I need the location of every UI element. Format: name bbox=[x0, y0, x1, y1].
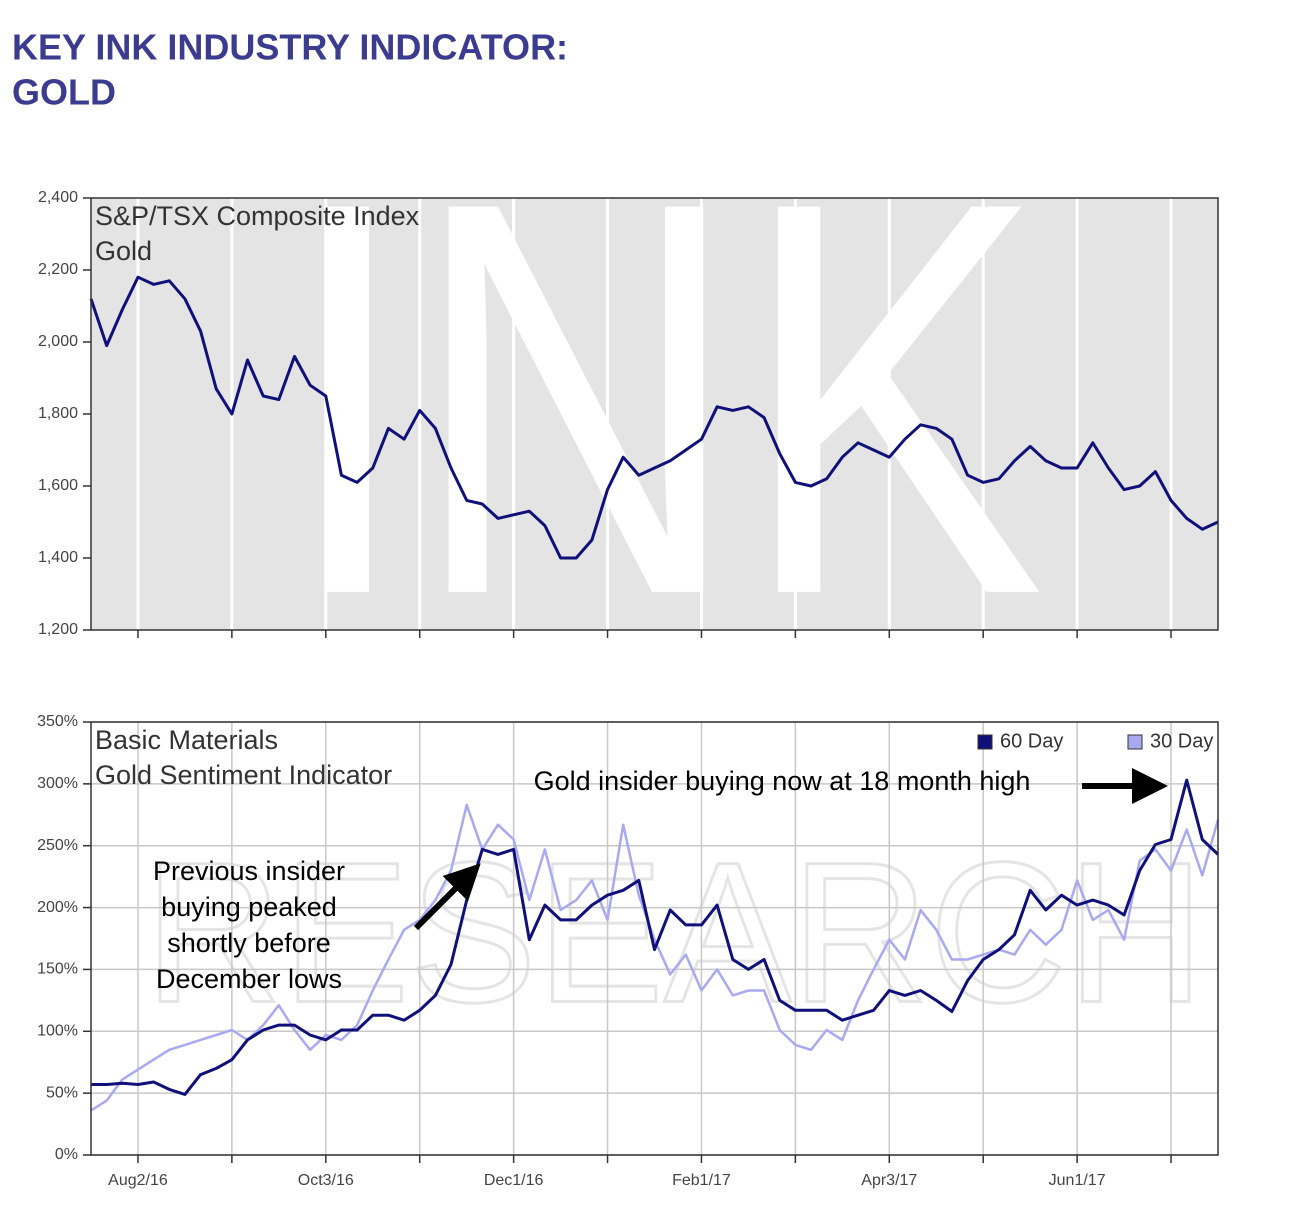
chart-title: S&P/TSX Composite Index bbox=[95, 201, 420, 231]
legend-swatch bbox=[1127, 734, 1143, 750]
chart-subtitle: Gold Sentiment Indicator bbox=[95, 760, 392, 790]
y-tick-label: 50% bbox=[46, 1084, 78, 1101]
x-tick-label: Feb1/17 bbox=[672, 1172, 731, 1189]
legend-swatch bbox=[977, 734, 993, 750]
page-title: KEY INK INDUSTRY INDICATOR: bbox=[12, 27, 568, 68]
y-tick-label: 350% bbox=[37, 713, 78, 730]
arrow bbox=[413, 863, 481, 931]
y-tick-label: 300% bbox=[37, 775, 78, 792]
chart-subtitle: Gold bbox=[95, 236, 152, 266]
plot-frame bbox=[90, 197, 1219, 631]
legend-label: 60 Day bbox=[1000, 730, 1063, 752]
y-tick-label: 200% bbox=[37, 899, 78, 916]
plot-frame bbox=[90, 721, 1219, 1156]
y-tick-label: 150% bbox=[37, 961, 78, 978]
x-tick-label: Dec1/16 bbox=[484, 1172, 544, 1189]
annotation: shortly before bbox=[167, 928, 331, 958]
data-line bbox=[91, 778, 1220, 1096]
annotation: buying peaked bbox=[161, 892, 337, 922]
x-tick-label: Oct3/16 bbox=[298, 1172, 354, 1189]
y-tick-label: 0% bbox=[55, 1146, 78, 1163]
y-tick-label: 1,800 bbox=[38, 405, 78, 422]
y-tick-label: 1,400 bbox=[38, 549, 78, 566]
x-tick-label: Apr3/17 bbox=[861, 1172, 917, 1189]
y-tick-label: 250% bbox=[37, 837, 78, 854]
y-tick-label: 100% bbox=[37, 1023, 78, 1040]
watermark: INK bbox=[285, 85, 1045, 711]
y-tick-label: 1,200 bbox=[38, 621, 78, 638]
page-title: GOLD bbox=[12, 72, 116, 113]
data-line bbox=[89, 275, 1219, 560]
y-tick-label: 2,400 bbox=[38, 189, 78, 206]
y-tick-label: 1,600 bbox=[38, 477, 78, 494]
chart-title: Basic Materials bbox=[95, 725, 278, 755]
annotation: Previous insider bbox=[153, 856, 345, 886]
data-line bbox=[90, 803, 1220, 1112]
annotation: Gold insider buying now at 18 month high bbox=[534, 766, 1031, 796]
legend-label: 30 Day bbox=[1150, 730, 1213, 752]
x-tick-label: Aug2/16 bbox=[108, 1172, 168, 1189]
annotation: December lows bbox=[156, 964, 342, 994]
y-tick-label: 2,000 bbox=[38, 333, 78, 350]
plot-area bbox=[91, 198, 1218, 630]
y-tick-label: 2,200 bbox=[38, 261, 78, 278]
x-tick-label: Jun1/17 bbox=[1049, 1172, 1106, 1189]
